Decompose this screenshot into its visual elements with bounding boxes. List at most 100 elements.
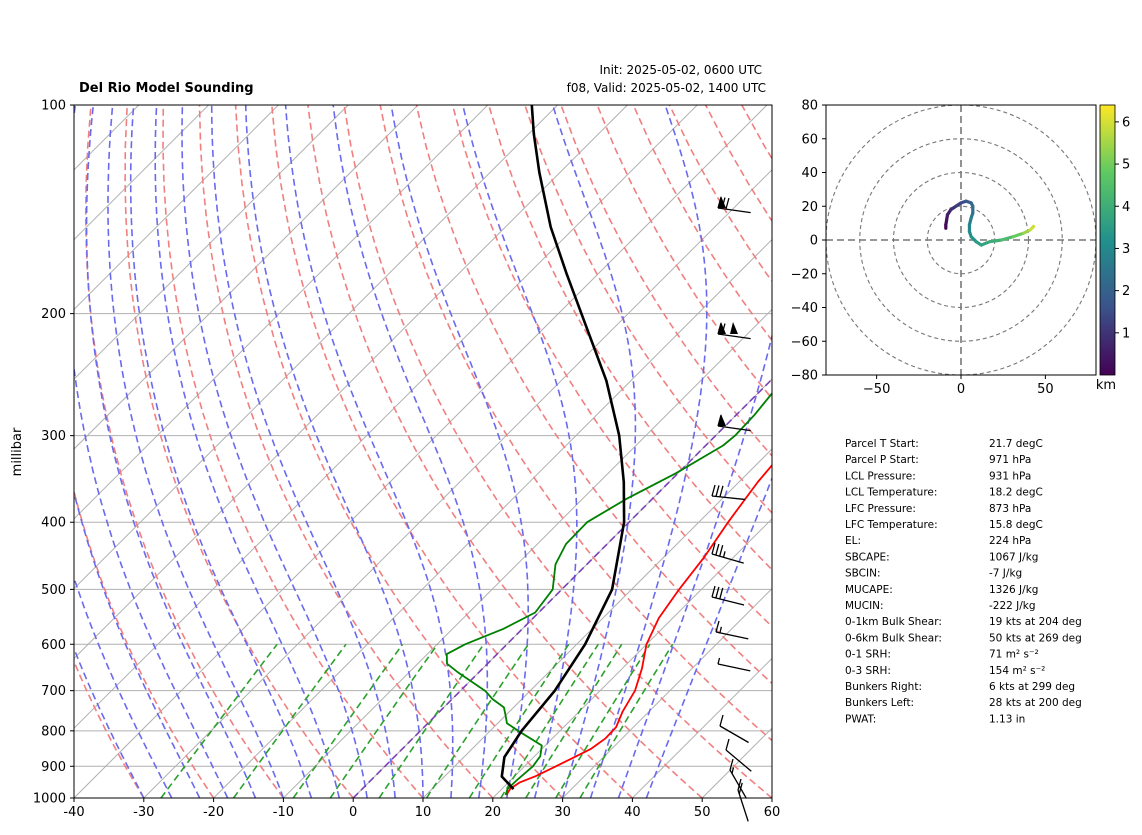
stat-value: 21.7 degC (989, 438, 1043, 450)
moist-adiabat-line (332, 105, 489, 798)
x-tick-label: 30 (554, 805, 571, 820)
dry-adiabat-line (596, 105, 772, 400)
hodograph-segment (999, 235, 1015, 242)
temperature-profile-line (505, 463, 772, 796)
stat-value: 19 kts at 204 deg (989, 616, 1082, 628)
isotherm-line (74, 105, 279, 311)
hodo-y-tick-label: −60 (791, 335, 818, 350)
mixing-ratio-line (555, 643, 651, 798)
moist-adiabat-line (551, 105, 637, 798)
parcel-profile-line (500, 105, 626, 790)
y-tick-label: 100 (41, 99, 66, 114)
wind-barb-half-flag (731, 767, 735, 774)
hodo-y-tick-label: −80 (791, 369, 818, 384)
moist-adiabat-line (181, 105, 368, 798)
dry-adiabat-line (271, 105, 633, 798)
stat-value: 6 kts at 299 deg (989, 681, 1075, 693)
valid-time: f08, Valid: 2025-05-02, 1400 UTC (567, 81, 766, 95)
wind-barb-shaft (717, 425, 751, 432)
wind-barb-shaft (711, 596, 745, 606)
moist-adiabat-line (107, 105, 285, 798)
wind-barb-flag (729, 758, 734, 771)
hodo-y-tick-label: 40 (801, 166, 818, 181)
isotherm-line (143, 169, 772, 798)
skewt-background-lines (74, 105, 1142, 798)
isotherm-line (74, 105, 489, 520)
zero-isotherm-line (352, 378, 772, 798)
mixing-ratio-line (579, 643, 674, 798)
wind-barb-flag (711, 585, 716, 598)
hodograph-segment (1011, 231, 1026, 239)
dry-adiabat-line (814, 105, 1142, 798)
skewt-ticks: -40 -30 -20 -10 0 10 20 30 40 50 60 100 200 300 400 500… (33, 99, 780, 821)
dry-adiabat-line (84, 105, 285, 798)
stat-label: MUCAPE: (845, 584, 893, 596)
colorbar-tick-label: 3 (1122, 242, 1130, 257)
wind-barb-pennant (730, 322, 738, 334)
hodo-y-tick-label: 0 (810, 234, 818, 249)
mixing-ratio-line (425, 643, 530, 798)
dry-adiabat-line (632, 105, 772, 342)
mixing-ratio-line (292, 643, 404, 798)
stat-value: 971 hPa (989, 454, 1031, 466)
hodo-y-tick-label: 60 (801, 132, 818, 147)
wind-barb-flag (715, 586, 720, 599)
stat-label: LCL Pressure: (845, 470, 916, 482)
dry-adiabat-line (487, 105, 772, 571)
stat-value: 1326 J/kg (989, 584, 1038, 596)
isotherm-line (701, 727, 772, 798)
stat-value: 931 hPa (989, 470, 1031, 482)
dry-adiabat-line (124, 105, 354, 798)
dry-adiabat-line (74, 488, 215, 798)
isotherm-line (74, 105, 419, 450)
moist-adiabat-line (390, 105, 530, 798)
isotherm-line (771, 797, 772, 798)
x-tick-label: -40 (63, 805, 84, 820)
y-tick-label: 1000 (33, 792, 66, 807)
mixing-ratio-line (525, 643, 623, 798)
isotherm-line (422, 448, 772, 798)
moist-adiabat-line (617, 332, 772, 798)
isotherm-line (562, 587, 772, 798)
hodograph-ticks: −50 0 50 80 60 40 20 0 −20 −40 −60 −80 (791, 99, 1054, 398)
stat-label: Bunkers Left: (845, 697, 914, 709)
wind-barb-flag (719, 485, 724, 498)
stat-value: -7 J/kg (989, 568, 1022, 580)
moist-adiabat-line (129, 105, 313, 798)
wind-barb-flag (738, 782, 743, 794)
wind-barb-flag (737, 778, 742, 791)
hodo-y-tick-label: 20 (801, 200, 818, 215)
y-tick-label: 300 (41, 429, 66, 444)
colorbar-tick-label: 4 (1122, 200, 1130, 215)
colorbar-tick-label: 2 (1122, 284, 1130, 299)
stat-label: EL: (845, 535, 861, 547)
stat-label: MUCIN: (845, 600, 884, 612)
wind-barb-half-flag (719, 626, 723, 633)
stat-label: LCL Temperature: (845, 487, 937, 499)
wind-barb-half-flag (722, 551, 726, 558)
wind-barb-shaft (737, 789, 749, 822)
wind-barb-shaft (715, 631, 749, 640)
dry-adiabat-line (307, 105, 703, 798)
stat-value: 1067 J/kg (989, 551, 1038, 563)
dry-adiabat-line (74, 659, 145, 798)
wind-barb-flag (711, 542, 716, 555)
mixing-ratio-line (329, 643, 439, 798)
dry-adiabat-line (850, 105, 1142, 798)
x-tick-label: 50 (694, 805, 711, 820)
stat-label: Parcel P Start: (845, 454, 919, 466)
stat-value: 28 kts at 200 deg (989, 697, 1082, 709)
isotherm-line (74, 105, 558, 590)
isotherm-line (74, 105, 209, 241)
dewpoint-profile-line (445, 392, 772, 796)
moist-adiabat-line (74, 105, 229, 798)
mixing-ratio-line (500, 643, 599, 798)
y-tick-label: 400 (41, 516, 66, 531)
hodo-y-tick-label: −20 (791, 267, 818, 282)
wind-barb-flag (725, 738, 730, 751)
wind-barb-shaft (717, 207, 751, 214)
isotherm-line (492, 518, 772, 798)
wind-barb-shaft (719, 725, 749, 744)
wind-barb-shaft (711, 553, 744, 564)
